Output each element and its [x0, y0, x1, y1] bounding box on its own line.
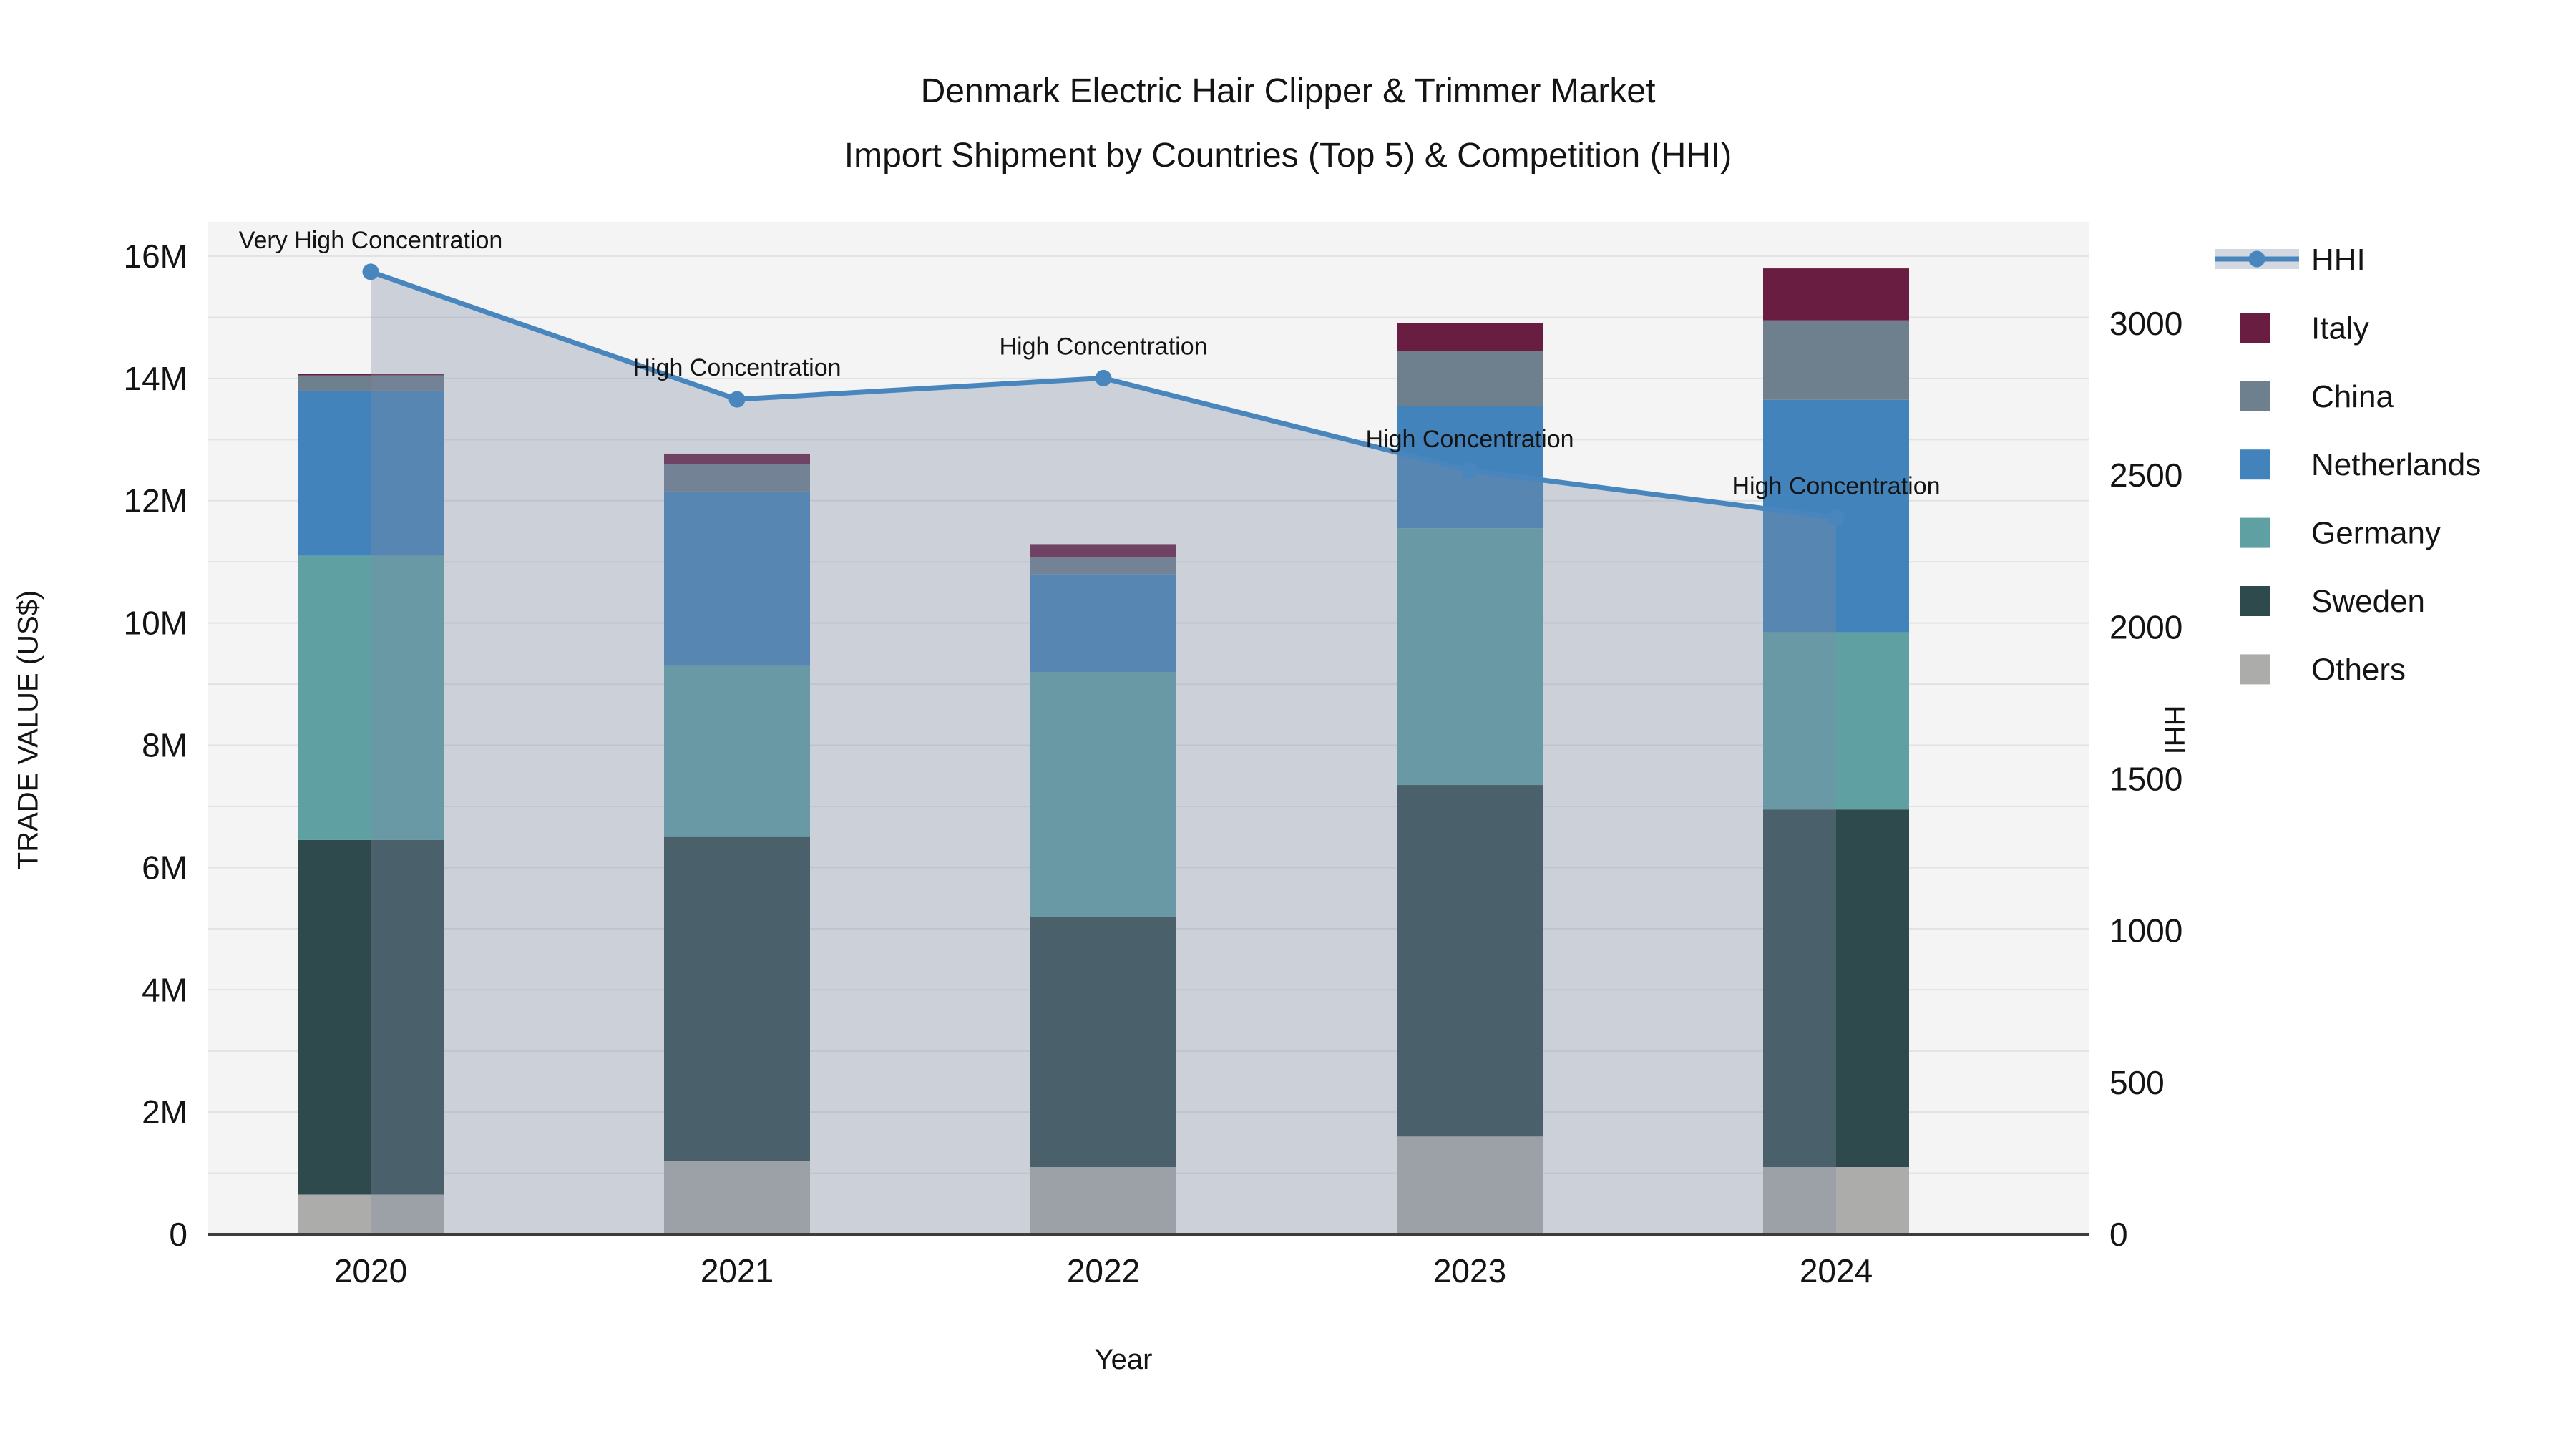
bar-segment-others-2023 — [1397, 1136, 1543, 1234]
bar-segment-germany-2022 — [1030, 671, 1176, 917]
annotation-2024: High Concentration — [1732, 473, 1940, 500]
annotation-2020: Very High Concentration — [239, 227, 503, 254]
y-tick-label-6M: 6M — [142, 849, 187, 886]
legend-swatch-italy — [2240, 313, 2270, 343]
annotation-2022: High Concentration — [999, 333, 1207, 360]
legend-swatch-germany — [2240, 517, 2270, 548]
y-tick-label-14M: 14M — [124, 360, 187, 397]
bar-segment-china-2022 — [1030, 557, 1176, 575]
bar-segment-sweden-2021 — [664, 836, 810, 1161]
right-tick-label-0: 0 — [2109, 1216, 2128, 1253]
bar-segment-germany-2024 — [1763, 632, 1909, 810]
right-axis-title: HHI — [2158, 705, 2190, 755]
legend-item-italy[interactable]: Italy — [2240, 311, 2369, 346]
legend-item-hhi[interactable]: HHI — [2215, 243, 2366, 278]
right-tick-label-3000: 3000 — [2109, 305, 2182, 342]
bar-segment-germany-2021 — [664, 665, 810, 837]
bar-segment-sweden-2023 — [1397, 785, 1543, 1137]
bar-segment-sweden-2020 — [298, 839, 444, 1195]
x-tick-label-2024: 2024 — [1800, 1252, 1873, 1289]
right-tick-label-500: 500 — [2109, 1064, 2165, 1101]
legend-item-netherlands[interactable]: Netherlands — [2240, 447, 2481, 482]
bar-segment-others-2021 — [664, 1161, 810, 1234]
legend-label-germany: Germany — [2311, 516, 2441, 551]
y-tick-label-10M: 10M — [124, 605, 187, 642]
legend-swatch-china — [2240, 381, 2270, 411]
bar-segment-china-2021 — [664, 464, 810, 492]
bar-segment-germany-2020 — [298, 555, 444, 840]
legend-item-china[interactable]: China — [2240, 379, 2394, 414]
right-tick-label-1000: 1000 — [2109, 912, 2182, 950]
right-tick-label-2500: 2500 — [2109, 457, 2182, 494]
annotation-2023: High Concentration — [1365, 426, 1574, 453]
bar-segment-netherlands-2020 — [298, 390, 444, 556]
hhi-area — [371, 271, 1836, 1235]
bar-segment-china-2023 — [1397, 351, 1543, 406]
x-tick-label-2020: 2020 — [334, 1252, 407, 1289]
legend-label-hhi: HHI — [2311, 243, 2366, 278]
legend-label-sweden: Sweden — [2311, 584, 2425, 619]
bar-segment-others-2022 — [1030, 1167, 1176, 1234]
hhi-marker-2024 — [1828, 509, 1845, 527]
bottom-axis-title: Year — [1094, 1344, 1153, 1375]
legend-item-others[interactable]: Others — [2240, 652, 2406, 687]
bar-segment-italy-2020 — [298, 374, 444, 376]
legend-hhi-marker-sample — [2248, 250, 2265, 268]
hhi-marker-2022 — [1095, 369, 1112, 386]
legend-item-germany[interactable]: Germany — [2240, 516, 2441, 551]
y-tick-label-4M: 4M — [142, 971, 187, 1008]
legend-label-italy: Italy — [2311, 311, 2369, 346]
legend-label-netherlands: Netherlands — [2311, 447, 2481, 482]
hhi-marker-2023 — [1461, 462, 1478, 479]
right-tick-label-1500: 1500 — [2109, 761, 2182, 798]
legend-swatch-netherlands — [2240, 449, 2270, 480]
bar-segment-others-2020 — [298, 1194, 444, 1234]
bar-segment-sweden-2024 — [1763, 809, 1909, 1168]
bar-segment-italy-2021 — [664, 453, 810, 464]
bar-segment-netherlands-2021 — [664, 491, 810, 666]
bar-segment-italy-2024 — [1763, 268, 1909, 321]
bar-segment-sweden-2022 — [1030, 916, 1176, 1168]
annotation-2021: High Concentration — [633, 354, 841, 381]
legend-label-others: Others — [2311, 652, 2406, 687]
legend-label-china: China — [2311, 379, 2394, 414]
bar-segment-germany-2023 — [1397, 528, 1543, 786]
bar-segment-china-2020 — [298, 375, 444, 391]
x-tick-label-2022: 2022 — [1067, 1252, 1140, 1289]
legend-swatch-others — [2240, 654, 2270, 685]
bar-segment-others-2024 — [1763, 1167, 1909, 1234]
y-tick-label-16M: 16M — [124, 238, 187, 275]
bar-segment-italy-2022 — [1030, 544, 1176, 558]
right-tick-label-2000: 2000 — [2109, 608, 2182, 645]
hhi-marker-2020 — [362, 263, 379, 280]
y-tick-label-0: 0 — [169, 1216, 187, 1253]
hhi-marker-2021 — [728, 391, 746, 408]
chart-title-line2: Import Shipment by Countries (Top 5) & C… — [844, 137, 1732, 175]
y-tick-label-2M: 2M — [142, 1093, 187, 1131]
bar-segment-netherlands-2022 — [1030, 574, 1176, 672]
bar-segment-china-2024 — [1763, 320, 1909, 400]
y-tick-label-12M: 12M — [124, 482, 187, 519]
x-tick-label-2021: 2021 — [701, 1252, 774, 1289]
y-tick-label-8M: 8M — [142, 727, 187, 764]
x-tick-label-2023: 2023 — [1433, 1252, 1506, 1289]
bar-segment-italy-2023 — [1397, 323, 1543, 351]
left-axis-title: TRADE VALUE (US$) — [12, 590, 44, 870]
chart-title-line1: Denmark Electric Hair Clipper & Trimmer … — [920, 72, 1656, 110]
legend-swatch-sweden — [2240, 586, 2270, 616]
legend-item-sweden[interactable]: Sweden — [2240, 584, 2425, 619]
